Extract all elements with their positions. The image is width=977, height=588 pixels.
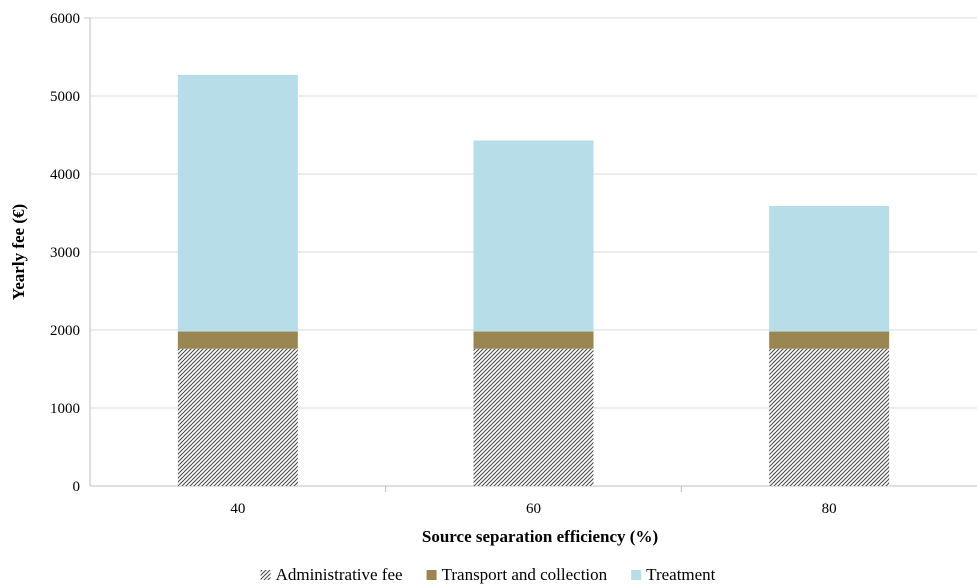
y-axis-title: Yearly fee (€) [9,204,28,300]
bar-treatment-60 [473,140,594,332]
legend-swatch-administrative-fee [260,570,271,580]
legend-label-treatment: Treatment [646,565,716,584]
legend: Administrative fee Transport and collecti… [260,565,716,584]
y-tick-label: 0 [73,479,81,495]
x-tick-label: 40 [230,501,245,517]
bar-transport-and-collection-40 [177,331,298,349]
x-tick-label: 60 [526,501,541,517]
x-axis-title: Source separation efficiency (%) [422,527,658,546]
bar-administrative-fee-40 [177,348,298,486]
bars [177,74,890,486]
y-tick-label: 3000 [50,245,80,261]
bar-administrative-fee-60 [473,348,594,486]
bar-treatment-80 [769,205,890,332]
tick-labels: 0 1000 2000 3000 4000 5000 6000 40 60 80 [50,11,837,517]
bar-transport-and-collection-60 [473,331,594,349]
y-tick-label: 2000 [50,323,80,339]
legend-label-administrative-fee: Administrative fee [276,565,403,584]
legend-swatch-transport-and-collection [426,570,437,580]
bar-transport-and-collection-80 [769,331,890,349]
legend-swatch-treatment [631,570,642,580]
x-tick-label: 80 [822,501,837,517]
bar-treatment-40 [177,74,298,332]
y-tick-label: 4000 [50,167,80,183]
y-tick-label: 6000 [50,11,80,27]
bar-administrative-fee-80 [769,348,890,486]
y-tick-label: 1000 [50,401,80,417]
legend-label-transport-and-collection: Transport and collection [442,565,608,584]
y-tick-label: 5000 [50,89,80,105]
